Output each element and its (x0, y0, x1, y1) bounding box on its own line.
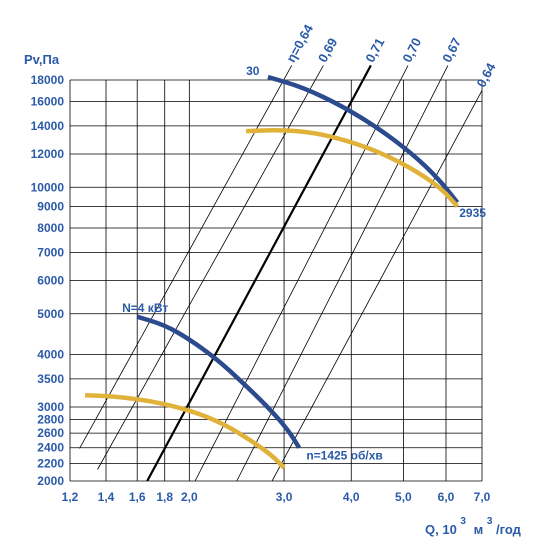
y-tick-label: 12000 (31, 147, 65, 161)
x-axis-title-sup: 3 (460, 516, 466, 527)
y-tick-label: 18000 (31, 73, 65, 87)
efficiency-label: 0,69 (315, 35, 340, 64)
x-tick-label: 1,2 (62, 490, 79, 504)
y-tick-label: 2800 (37, 413, 64, 427)
annotation-label: 2935 (459, 206, 486, 220)
x-tick-label: 7,0 (474, 490, 491, 504)
y-tick-label: 3000 (37, 400, 64, 414)
efficiency-label: 0,64 (473, 60, 499, 90)
x-tick-label: 4,0 (343, 490, 360, 504)
y-tick-label: 7000 (37, 245, 64, 259)
annotation-label: N=4 кВт (122, 301, 168, 315)
y-tick-label: 4000 (37, 347, 64, 361)
x-tick-label: 1,6 (129, 490, 146, 504)
y-tick-label: 14000 (31, 119, 65, 133)
y-axis-title: Pv,Па (24, 52, 60, 67)
axes: Pv,Па Q, 10 3 м 3 /год (24, 52, 522, 537)
annotation-label: 30 (246, 64, 260, 78)
grid (69, 79, 483, 482)
annotations: η=0,640,69 0,71 0,70 0,67 0,64 30 2935 N=4 кВт n… (122, 21, 499, 462)
y-tick-label: 2200 (37, 457, 64, 471)
efficiency-label: 0,70 (399, 35, 424, 64)
y-tick-label: 8000 (37, 221, 64, 235)
y-tick-label: 10000 (31, 180, 65, 194)
x-tick-label: 2,0 (181, 490, 198, 504)
efficiency-label: η=0,64 (283, 21, 316, 65)
y-tick-label: 2400 (37, 441, 64, 455)
x-tick-label: 1,8 (156, 490, 173, 504)
y-tick-label: 5000 (37, 307, 64, 321)
x-axis-title-unit: м (474, 522, 484, 537)
efficiency-line (271, 90, 483, 481)
efficiency-label: 0,67 (439, 35, 464, 64)
y-tick-label: 2000 (37, 474, 64, 488)
efficiency-line (79, 65, 293, 449)
efficiency-line (146, 64, 372, 481)
efficiency-line (236, 65, 449, 481)
performance-curve (136, 314, 302, 449)
x-tick-label: 3,0 (276, 490, 293, 504)
efficiency-line (194, 65, 409, 481)
y-tick-label: 9000 (37, 200, 64, 214)
y-tick-label: 16000 (31, 94, 65, 108)
y-tick-label: 3500 (37, 372, 64, 386)
x-axis-title-main: Q, 10 (425, 522, 457, 537)
performance-curve (267, 74, 460, 204)
efficiency-label: 0,71 (362, 35, 387, 64)
performance-curve (84, 392, 286, 470)
performance-curve (246, 128, 460, 208)
y-tick-label: 6000 (37, 274, 64, 288)
tick-labels: 1,2 1,4 1,6 1,8 2,0 3,0 4,0 5,0 6,0 7,0 2000 2200 24… (31, 73, 491, 504)
x-tick-label: 1,4 (98, 490, 115, 504)
annotation-label: n=1425 об/хв (306, 449, 383, 463)
x-axis-title-unit-sup: 3 (487, 516, 493, 527)
x-axis-title-tail: /год (496, 522, 522, 537)
y-tick-label: 2600 (37, 426, 64, 440)
x-tick-label: 5,0 (395, 490, 412, 504)
performance-curves (84, 74, 460, 470)
x-tick-label: 6,0 (438, 490, 455, 504)
x-axis-title: Q, 10 3 м 3 /год (425, 512, 522, 537)
